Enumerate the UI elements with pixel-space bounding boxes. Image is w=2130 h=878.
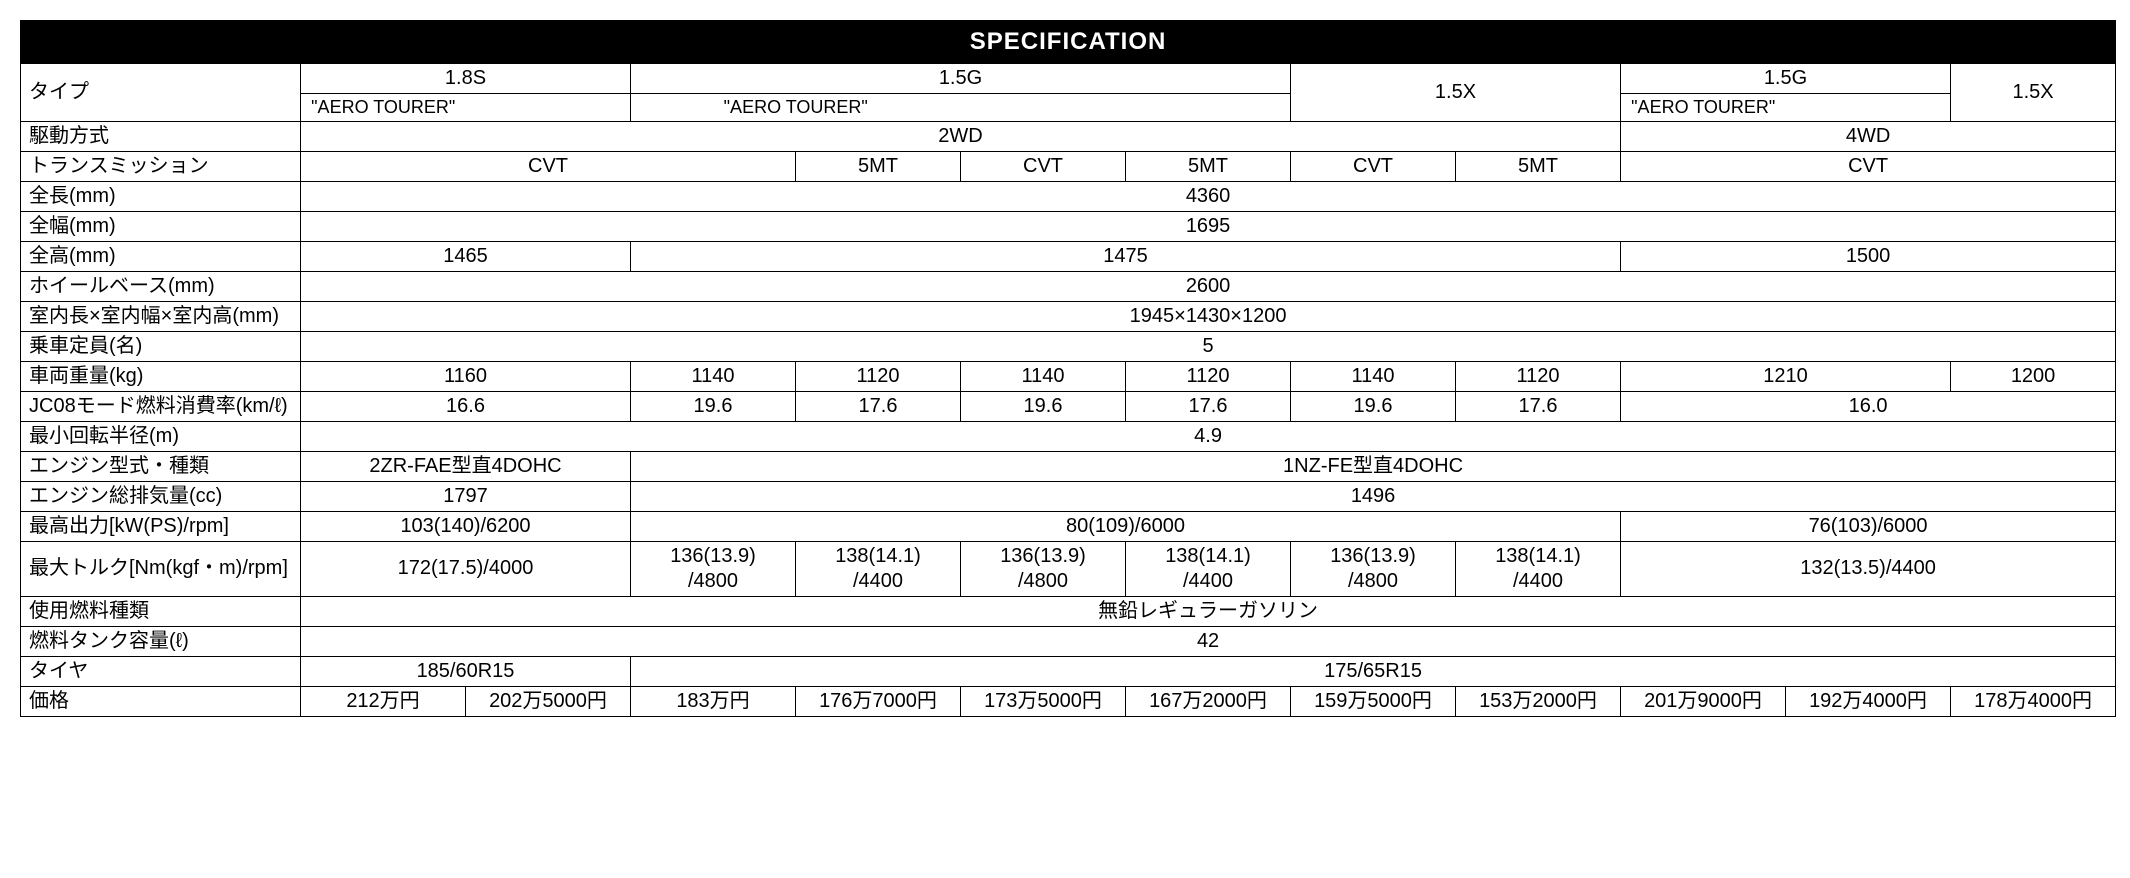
label-drive: 駆動方式 (21, 121, 301, 151)
trans-5mt-2: 5MT (1126, 151, 1291, 181)
val-turn: 4.9 (301, 421, 2116, 451)
torque-d: 136(13.9) /4800 (961, 541, 1126, 596)
torque-a: 172(17.5)/4000 (301, 541, 631, 596)
label-width: 全幅(mm) (21, 211, 301, 241)
val-tank: 42 (301, 626, 2116, 656)
fe-b: 19.6 (631, 391, 796, 421)
val-interior: 1945×1430×1200 (301, 301, 2116, 331)
price-j: 192万4000円 (1786, 686, 1951, 716)
fe-a: 16.6 (301, 391, 631, 421)
price-e: 173万5000円 (961, 686, 1126, 716)
weight-i: 1200 (1951, 361, 2116, 391)
disp-a: 1797 (301, 481, 631, 511)
label-fueltype: 使用燃料種類 (21, 596, 301, 626)
label-engine: エンジン型式・種類 (21, 451, 301, 481)
weight-c: 1120 (796, 361, 961, 391)
label-height: 全高(mm) (21, 241, 301, 271)
disp-b: 1496 (631, 481, 2116, 511)
weight-d: 1140 (961, 361, 1126, 391)
power-b: 80(109)/6000 (631, 511, 1621, 541)
label-seats: 乗車定員(名) (21, 331, 301, 361)
label-trans: トランスミッション (21, 151, 301, 181)
price-h: 153万2000円 (1456, 686, 1621, 716)
price-a: 212万円 (301, 686, 466, 716)
weight-b: 1140 (631, 361, 796, 391)
label-power: 最高出力[kW(PS)/rpm] (21, 511, 301, 541)
tire-a: 185/60R15 (301, 656, 631, 686)
engine-b: 1NZ-FE型直4DOHC (631, 451, 2116, 481)
trans-5mt-3: 5MT (1456, 151, 1621, 181)
label-type: タイプ (21, 64, 301, 122)
label-turn: 最小回転半径(m) (21, 421, 301, 451)
weight-a: 1160 (301, 361, 631, 391)
hdr-15x-b: 1.5X (1951, 64, 2116, 122)
trans-cvt-4: CVT (1621, 151, 2116, 181)
weight-g: 1120 (1456, 361, 1621, 391)
fe-g: 17.6 (1456, 391, 1621, 421)
hdr-aero-2: "AERO TOURER" (631, 94, 961, 122)
power-c: 76(103)/6000 (1621, 511, 2116, 541)
fe-f: 19.6 (1291, 391, 1456, 421)
drive-4wd: 4WD (1621, 121, 2116, 151)
weight-h: 1210 (1621, 361, 1951, 391)
price-d: 176万7000円 (796, 686, 961, 716)
height-c: 1500 (1621, 241, 2116, 271)
height-a: 1465 (301, 241, 631, 271)
torque-f: 136(13.9) /4800 (1291, 541, 1456, 596)
torque-h: 132(13.5)/4400 (1621, 541, 2116, 596)
label-weight: 車両重量(kg) (21, 361, 301, 391)
val-width: 1695 (301, 211, 2116, 241)
label-interior: 室内長×室内幅×室内高(mm) (21, 301, 301, 331)
height-b: 1475 (631, 241, 1621, 271)
label-tire: タイヤ (21, 656, 301, 686)
drive-2wd: 2WD (301, 121, 1621, 151)
hdr-15g-b: 1.5G (1621, 64, 1951, 94)
trans-cvt-1: CVT (301, 151, 796, 181)
torque-b: 136(13.9) /4800 (631, 541, 796, 596)
fe-c: 17.6 (796, 391, 961, 421)
label-length: 全長(mm) (21, 181, 301, 211)
price-g: 159万5000円 (1291, 686, 1456, 716)
val-seats: 5 (301, 331, 2116, 361)
label-tank: 燃料タンク容量(ℓ) (21, 626, 301, 656)
hdr-aero-1: "AERO TOURER" (301, 94, 466, 122)
val-length: 4360 (301, 181, 2116, 211)
trans-5mt-1: 5MT (796, 151, 961, 181)
engine-a: 2ZR-FAE型直4DOHC (301, 451, 631, 481)
hdr-15g-a: 1.5G (631, 64, 1291, 94)
fe-h: 16.0 (1621, 391, 2116, 421)
trans-cvt-3: CVT (1291, 151, 1456, 181)
trans-cvt-2: CVT (961, 151, 1126, 181)
weight-e: 1120 (1126, 361, 1291, 391)
price-c: 183万円 (631, 686, 796, 716)
val-wheelbase: 2600 (301, 271, 2116, 301)
spec-table: SPECIFICATION タイプ 1.8S 1.5G 1.5X 1.5G 1.… (20, 20, 2116, 717)
torque-e: 138(14.1) /4400 (1126, 541, 1291, 596)
tire-b: 175/65R15 (631, 656, 2116, 686)
torque-c: 138(14.1) /4400 (796, 541, 961, 596)
power-a: 103(140)/6200 (301, 511, 631, 541)
price-i: 201万9000円 (1621, 686, 1786, 716)
hdr-aero-3: "AERO TOURER" (1621, 94, 1786, 122)
fe-e: 17.6 (1126, 391, 1291, 421)
label-torque: 最大トルク[Nm(kgf・m)/rpm] (21, 541, 301, 596)
label-fueleco: JC08モード燃料消費率(km/ℓ) (21, 391, 301, 421)
fe-d: 19.6 (961, 391, 1126, 421)
hdr-15x-a: 1.5X (1291, 64, 1621, 122)
price-k: 178万4000円 (1951, 686, 2116, 716)
label-price: 価格 (21, 686, 301, 716)
torque-g: 138(14.1) /4400 (1456, 541, 1621, 596)
weight-f: 1140 (1291, 361, 1456, 391)
table-title: SPECIFICATION (21, 21, 2116, 64)
label-wheelbase: ホイールベース(mm) (21, 271, 301, 301)
price-b: 202万5000円 (466, 686, 631, 716)
val-fueltype: 無鉛レギュラーガソリン (301, 596, 2116, 626)
price-f: 167万2000円 (1126, 686, 1291, 716)
hdr-18s: 1.8S (301, 64, 631, 94)
label-disp: エンジン総排気量(cc) (21, 481, 301, 511)
